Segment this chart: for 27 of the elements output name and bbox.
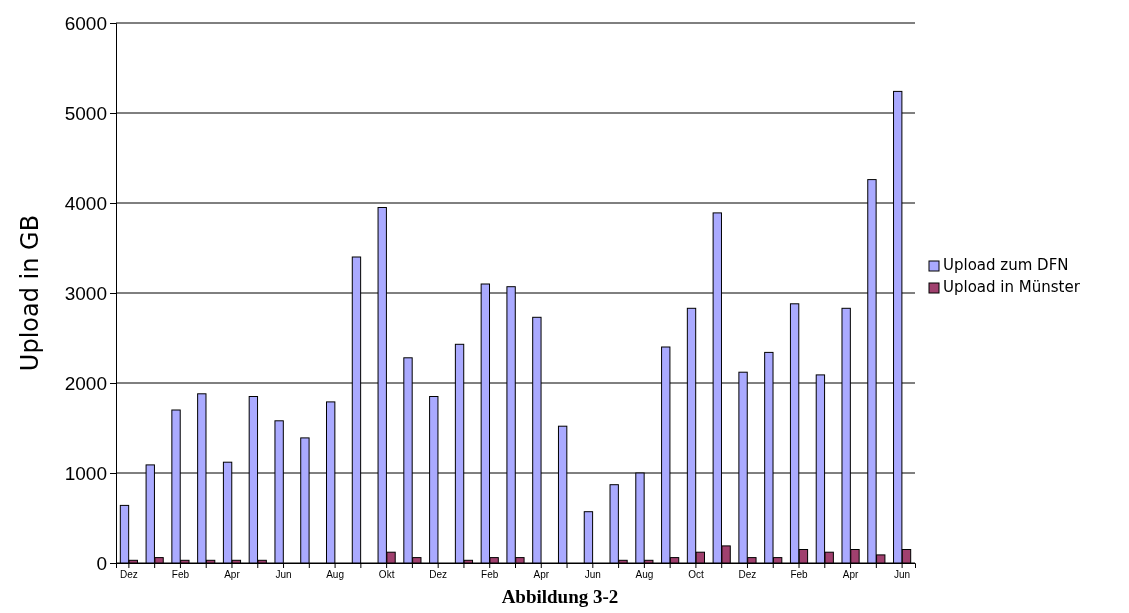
legend-label: Upload zum DFN — [943, 256, 1069, 274]
x-tick-label: Feb — [790, 569, 809, 581]
y-tick-label: 0 — [96, 552, 107, 574]
x-tick-label: Jun — [275, 569, 292, 581]
y-tick-label: 4000 — [64, 192, 107, 214]
y-tick-label: 2000 — [64, 372, 107, 394]
x-tick-label: Aug — [635, 569, 654, 581]
x-tick-label: Dez — [738, 569, 757, 581]
text: Abbildung 3-2 — [501, 586, 619, 607]
y-tick-label: 1000 — [64, 462, 107, 484]
y-axis-title: Upload in GB — [16, 214, 44, 372]
x-tick-label: Dez — [429, 569, 448, 581]
x-tick-label: Oct — [688, 569, 704, 581]
y-tick-label: 3000 — [64, 282, 107, 304]
x-tick-label: Okt — [378, 569, 395, 581]
x-tick-label: Apr — [842, 569, 860, 581]
x-tick-label: Apr — [533, 569, 550, 581]
y-tick-label: 6000 — [64, 12, 107, 34]
x-tick-label: Aug — [326, 569, 344, 581]
legend-label: Upload in Münster — [943, 278, 1081, 296]
x-tick-label: Dez — [119, 569, 138, 581]
x-tick-label: Jun — [894, 569, 911, 581]
x-tick-label: Jun — [584, 569, 601, 581]
x-tick-label: Apr — [224, 569, 241, 581]
y-tick-label: 5000 — [64, 102, 107, 124]
x-tick-label: Feb — [171, 569, 190, 581]
x-tick-label: Feb — [481, 569, 499, 581]
